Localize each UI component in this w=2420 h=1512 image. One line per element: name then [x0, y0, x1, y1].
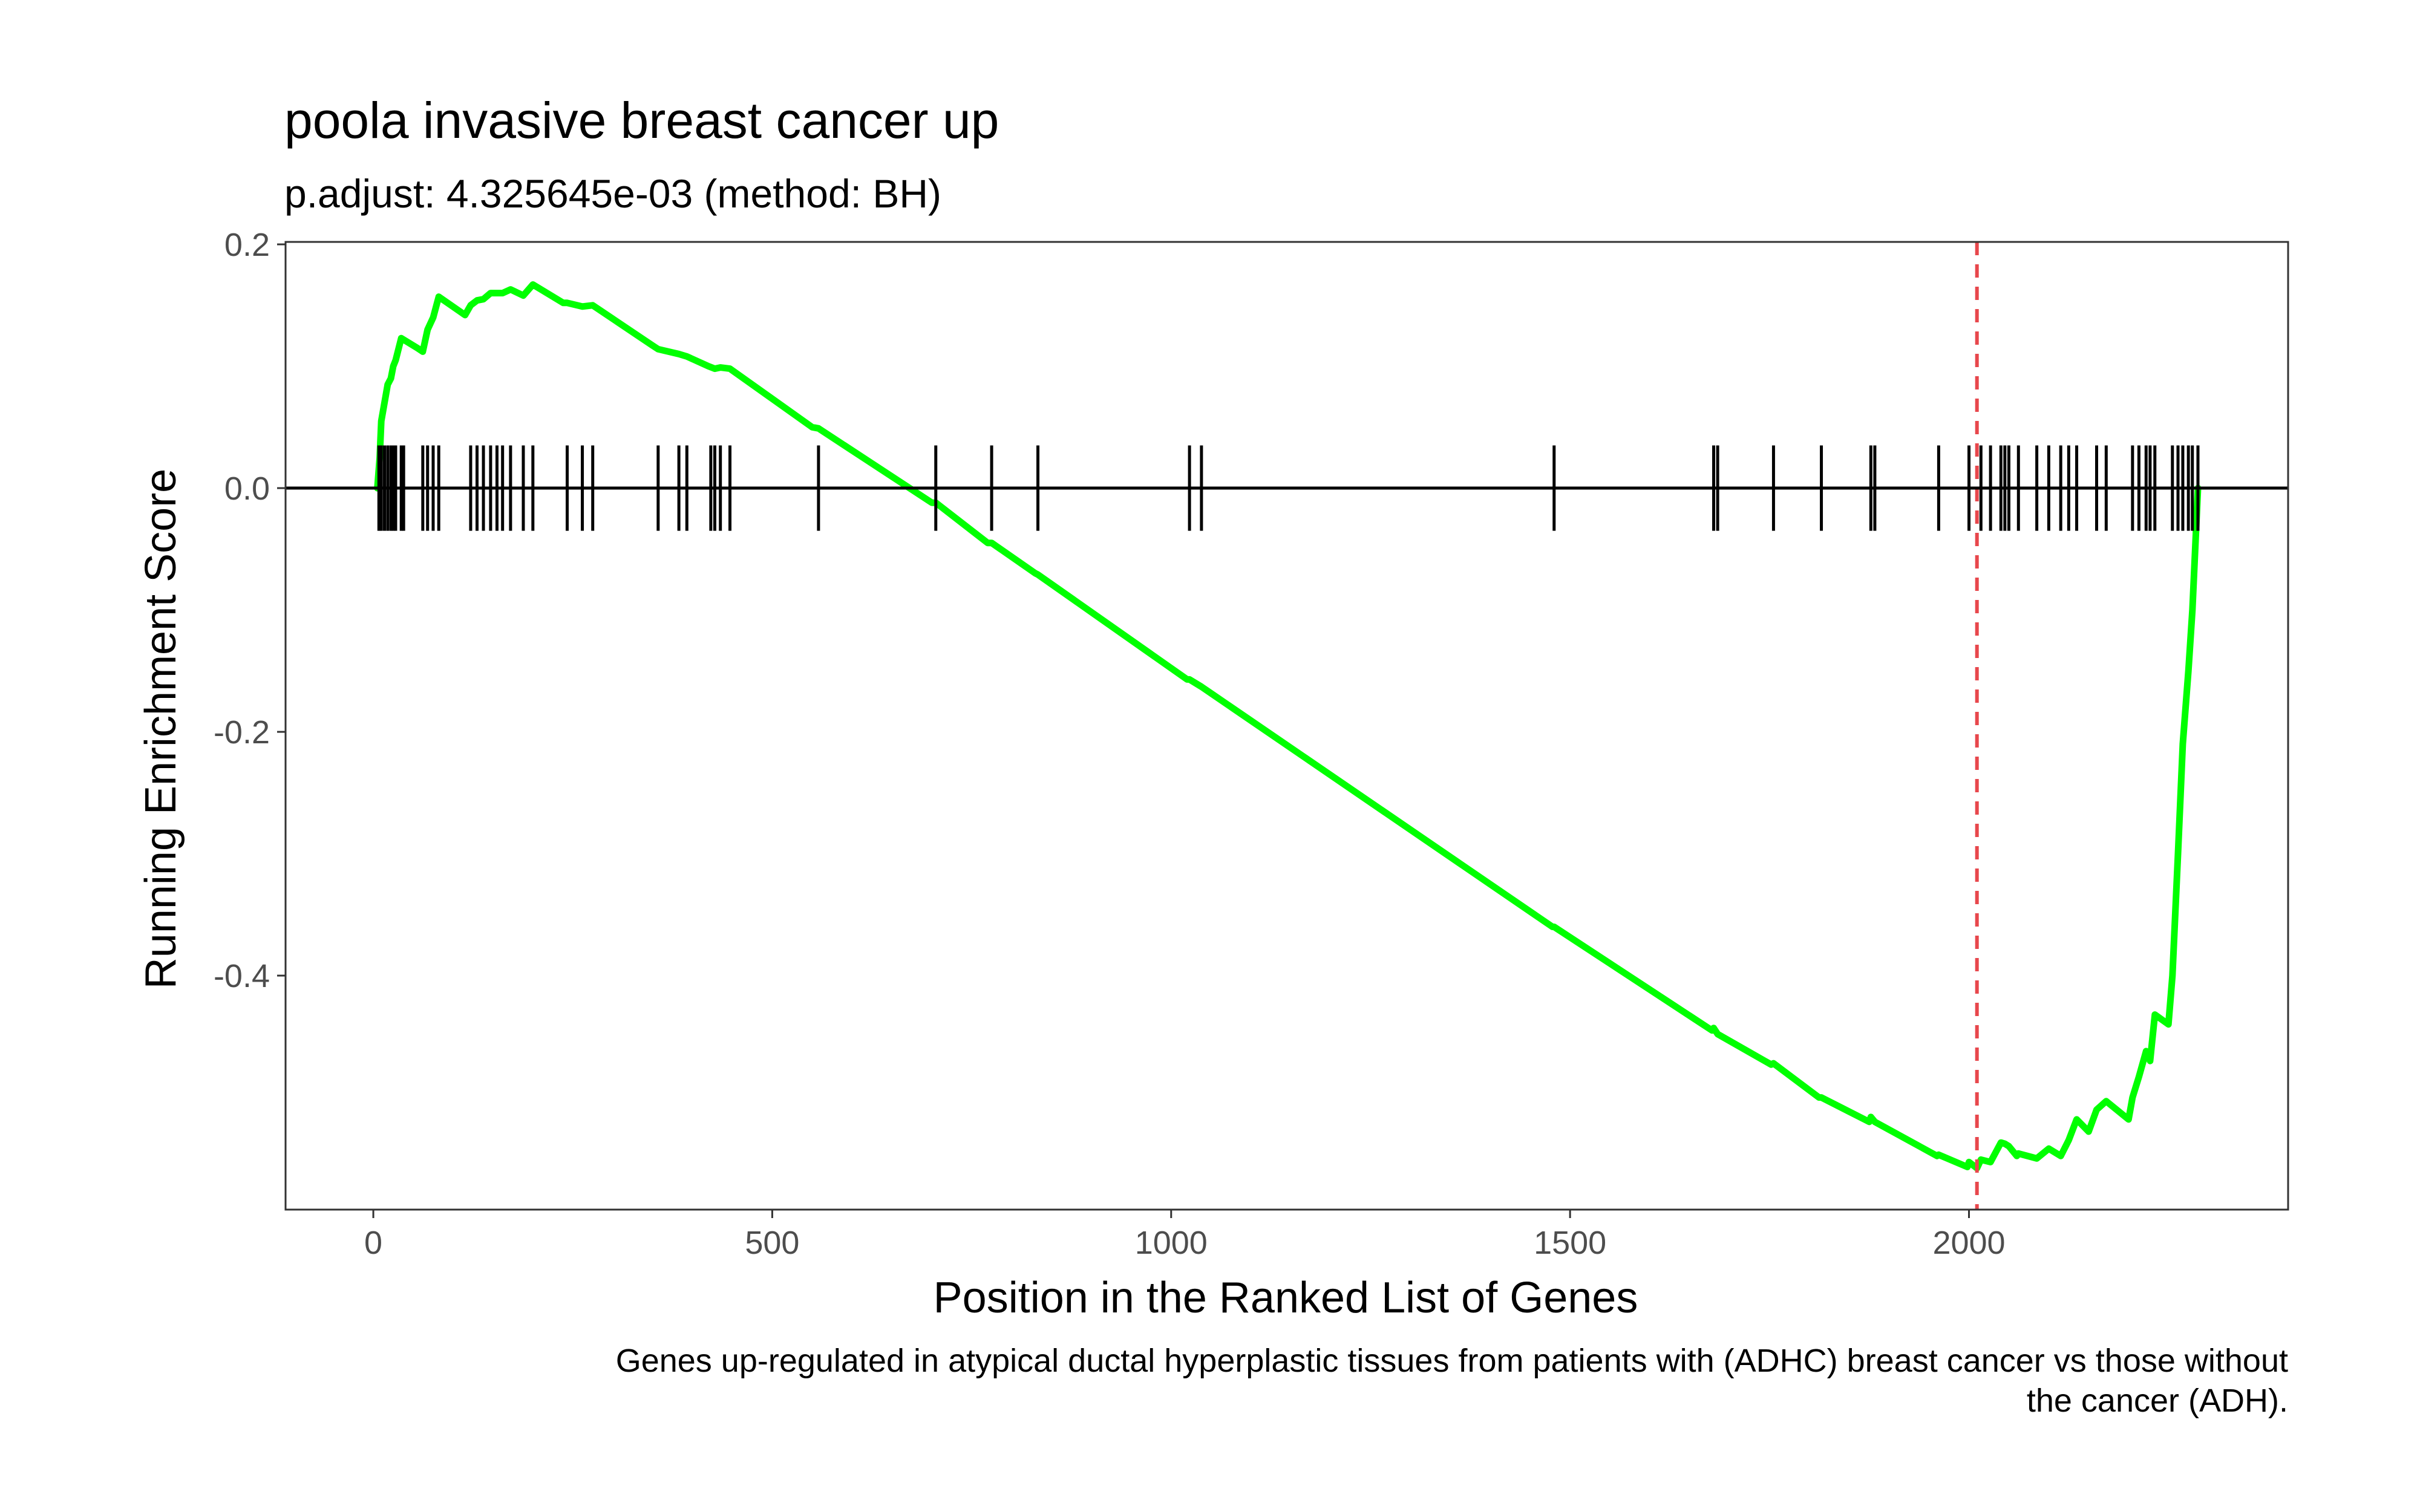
y-tick-label: -0.2: [214, 714, 270, 751]
y-tick-label: 0.0: [224, 471, 270, 507]
x-tick-label: 500: [745, 1225, 799, 1261]
x-tick-label: 1000: [1135, 1225, 1208, 1261]
chart-subtitle: p.adjust: 4.325645e-03 (method: BH): [284, 171, 941, 216]
y-axis-title: Running Enrichment Score: [137, 469, 185, 989]
x-tick-label: 1500: [1534, 1225, 1606, 1261]
plot-panel-border: [284, 241, 2289, 1211]
chart-title: poola invasive breast cancer up: [284, 92, 999, 149]
y-tick-label: -0.4: [214, 958, 270, 994]
x-tick-label: 0: [364, 1225, 382, 1261]
caption-line-2: the cancer (ADH).: [2027, 1383, 2288, 1419]
caption-line-1: Genes up-regulated in atypical ductal hy…: [616, 1343, 2288, 1379]
x-axis-title: Position in the Ranked List of Genes: [934, 1274, 1638, 1322]
x-tick-label: 2000: [1932, 1225, 2005, 1261]
running-score-line: [374, 281, 2202, 1171]
y-tick-label: 0.2: [224, 227, 270, 263]
running-score-curve-layer: [374, 242, 2202, 1210]
axes-layer: 0 500 1000 1500 2000 0.2 0.0 -0.2 -0.4: [214, 227, 2289, 1261]
